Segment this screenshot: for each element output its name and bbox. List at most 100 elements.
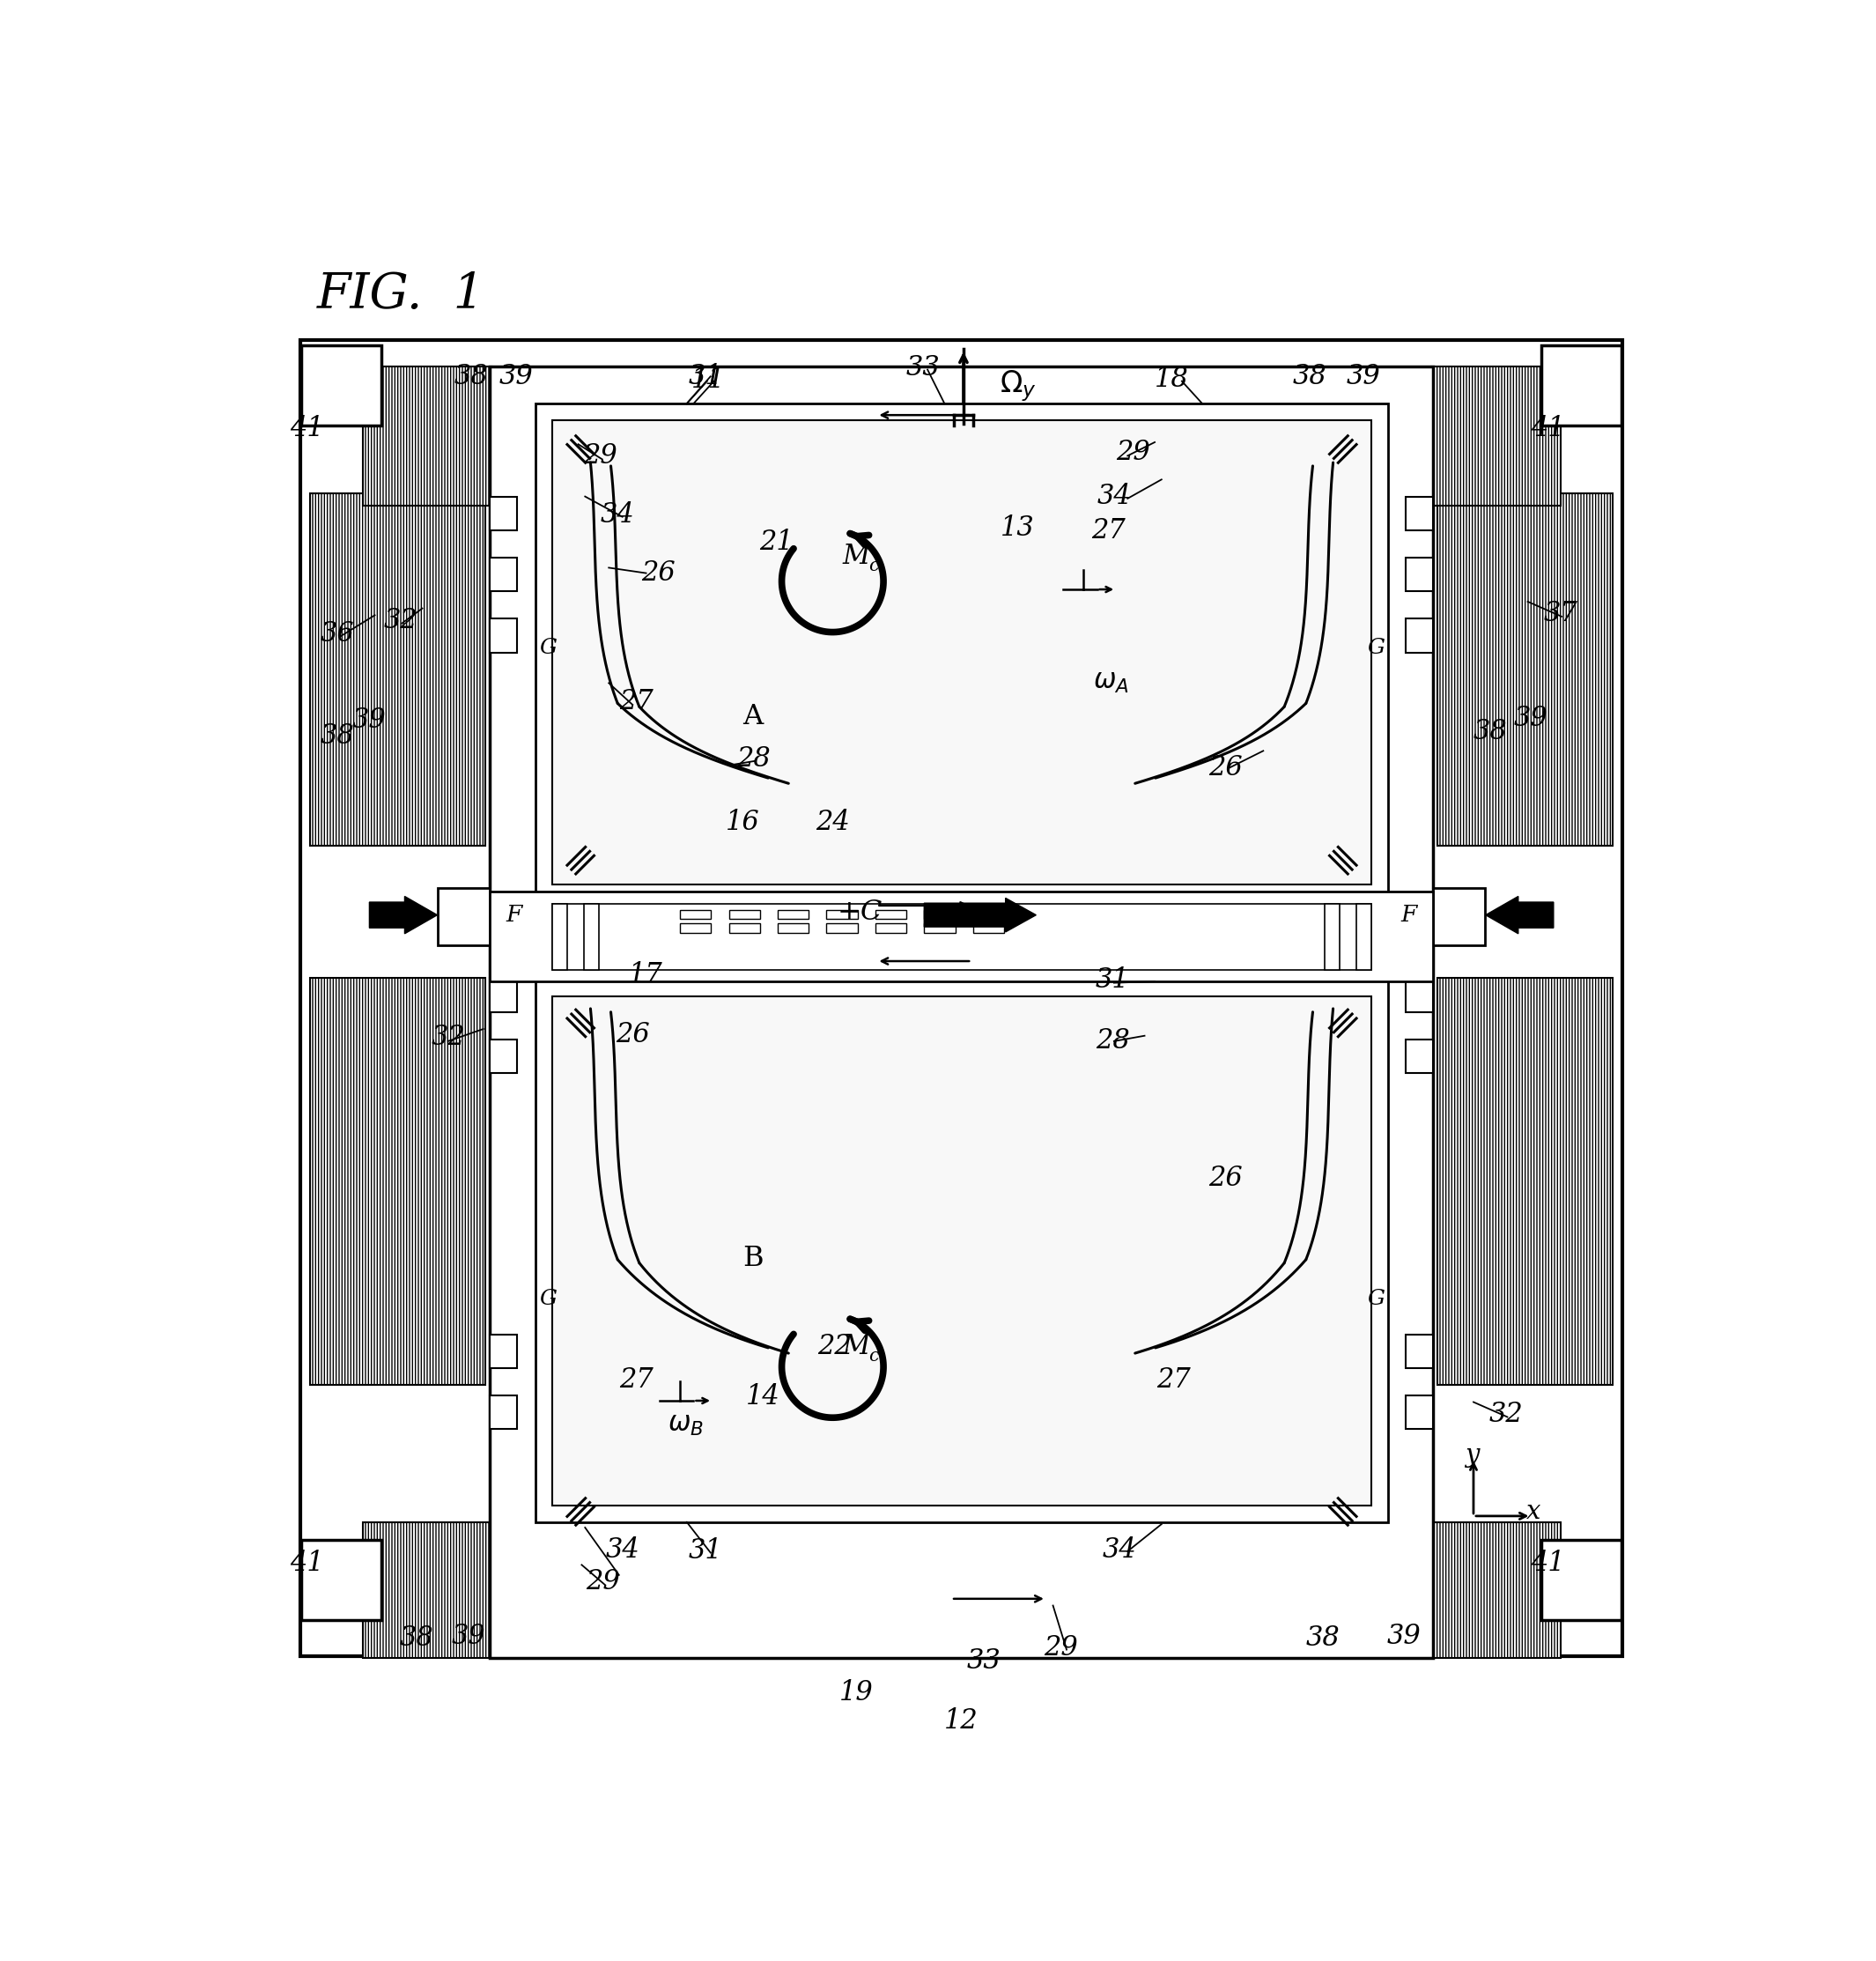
Text: 29: 29 bbox=[1116, 439, 1150, 467]
Text: 16: 16 bbox=[726, 808, 760, 835]
FancyArrow shape bbox=[1486, 896, 1553, 933]
Text: 17: 17 bbox=[628, 961, 662, 988]
Text: 41: 41 bbox=[291, 416, 325, 443]
Text: 34: 34 bbox=[1097, 482, 1131, 510]
Text: $\omega_A$: $\omega_A$ bbox=[1092, 669, 1129, 696]
Text: 29: 29 bbox=[583, 441, 617, 469]
Bar bbox=[1437, 492, 1613, 845]
Text: 39: 39 bbox=[1347, 363, 1381, 390]
Bar bbox=[362, 367, 492, 506]
Text: 12: 12 bbox=[944, 1708, 979, 1735]
Bar bbox=[925, 910, 955, 920]
Bar bbox=[583, 904, 598, 971]
Bar bbox=[1405, 979, 1433, 1012]
Bar bbox=[1405, 1333, 1433, 1369]
Bar bbox=[974, 924, 1004, 933]
Text: y: y bbox=[1465, 1443, 1480, 1467]
Bar bbox=[1405, 618, 1433, 653]
Text: 41: 41 bbox=[1531, 416, 1565, 443]
Bar bbox=[1405, 1039, 1433, 1073]
Bar bbox=[1437, 979, 1613, 1384]
Bar bbox=[1405, 557, 1433, 592]
Bar bbox=[1405, 1396, 1433, 1430]
Text: 27: 27 bbox=[1092, 518, 1126, 543]
Bar bbox=[310, 492, 486, 845]
Text: F: F bbox=[1401, 904, 1416, 926]
Bar bbox=[779, 924, 809, 933]
Bar bbox=[535, 979, 1388, 1522]
Text: 18: 18 bbox=[1154, 365, 1189, 392]
FancyArrow shape bbox=[925, 898, 1036, 931]
Text: A: A bbox=[743, 704, 764, 731]
Bar bbox=[974, 910, 1004, 920]
Text: 22: 22 bbox=[818, 1333, 852, 1361]
Bar bbox=[362, 1522, 492, 1657]
Bar bbox=[490, 1039, 518, 1073]
Bar bbox=[1431, 1522, 1561, 1657]
Text: FIG.  1: FIG. 1 bbox=[317, 271, 486, 320]
Text: F: F bbox=[507, 904, 522, 926]
Bar bbox=[730, 924, 760, 933]
Text: 26: 26 bbox=[1208, 1165, 1244, 1192]
Text: $\Omega_y$: $\Omega_y$ bbox=[1000, 369, 1036, 404]
Text: 34: 34 bbox=[600, 502, 634, 528]
Text: 39: 39 bbox=[452, 1622, 486, 1649]
Bar bbox=[1542, 1539, 1621, 1620]
Text: G: G bbox=[1368, 1288, 1384, 1310]
Text: 29: 29 bbox=[585, 1569, 619, 1596]
Text: 24: 24 bbox=[816, 808, 850, 835]
FancyArrow shape bbox=[370, 896, 437, 933]
Text: 34: 34 bbox=[1103, 1535, 1137, 1563]
Text: B: B bbox=[743, 1245, 764, 1273]
Text: 38: 38 bbox=[1473, 718, 1508, 745]
Text: 27: 27 bbox=[619, 688, 653, 716]
Bar bbox=[1324, 904, 1339, 971]
Text: $\omega_B$: $\omega_B$ bbox=[668, 1410, 704, 1437]
Text: 39: 39 bbox=[1514, 704, 1548, 731]
Text: G: G bbox=[1368, 637, 1384, 657]
Bar bbox=[490, 557, 518, 592]
Bar bbox=[490, 979, 518, 1012]
Text: 38: 38 bbox=[321, 722, 355, 749]
Text: 21: 21 bbox=[760, 528, 794, 555]
Text: 33: 33 bbox=[906, 353, 940, 380]
Text: 38: 38 bbox=[400, 1624, 433, 1651]
Bar bbox=[490, 496, 518, 529]
Text: 41: 41 bbox=[1531, 1549, 1565, 1577]
Bar bbox=[679, 924, 711, 933]
Text: 28: 28 bbox=[1096, 1028, 1129, 1055]
Bar bbox=[490, 892, 1433, 982]
Bar bbox=[1356, 904, 1371, 971]
Text: 39: 39 bbox=[353, 706, 386, 733]
Text: 28: 28 bbox=[735, 745, 771, 773]
Text: M: M bbox=[842, 1333, 870, 1361]
Bar bbox=[876, 924, 906, 933]
Text: 27: 27 bbox=[619, 1367, 653, 1394]
Text: 11: 11 bbox=[692, 367, 726, 394]
Text: 26: 26 bbox=[1208, 755, 1244, 782]
Bar bbox=[490, 1333, 518, 1369]
Bar bbox=[490, 618, 518, 653]
Bar bbox=[437, 888, 490, 945]
Bar bbox=[1431, 367, 1561, 506]
Text: M: M bbox=[842, 543, 870, 571]
Text: x: x bbox=[1525, 1500, 1540, 1524]
Text: 31: 31 bbox=[1096, 967, 1129, 994]
Text: 29: 29 bbox=[1045, 1634, 1079, 1661]
Bar bbox=[730, 910, 760, 920]
Bar bbox=[779, 910, 809, 920]
Text: +C: +C bbox=[837, 898, 882, 926]
Text: 39: 39 bbox=[1386, 1622, 1422, 1649]
Bar bbox=[300, 341, 1623, 1657]
Text: 33: 33 bbox=[966, 1647, 1002, 1675]
Text: G: G bbox=[538, 637, 557, 657]
Bar bbox=[535, 404, 1388, 900]
Bar bbox=[490, 367, 1433, 1657]
Text: 32: 32 bbox=[431, 1024, 465, 1051]
Bar bbox=[310, 979, 486, 1384]
Text: 27: 27 bbox=[1157, 1367, 1191, 1394]
Bar bbox=[302, 1539, 381, 1620]
Text: 38: 38 bbox=[454, 363, 488, 390]
Text: 32: 32 bbox=[383, 608, 418, 633]
Text: c: c bbox=[869, 1349, 878, 1365]
